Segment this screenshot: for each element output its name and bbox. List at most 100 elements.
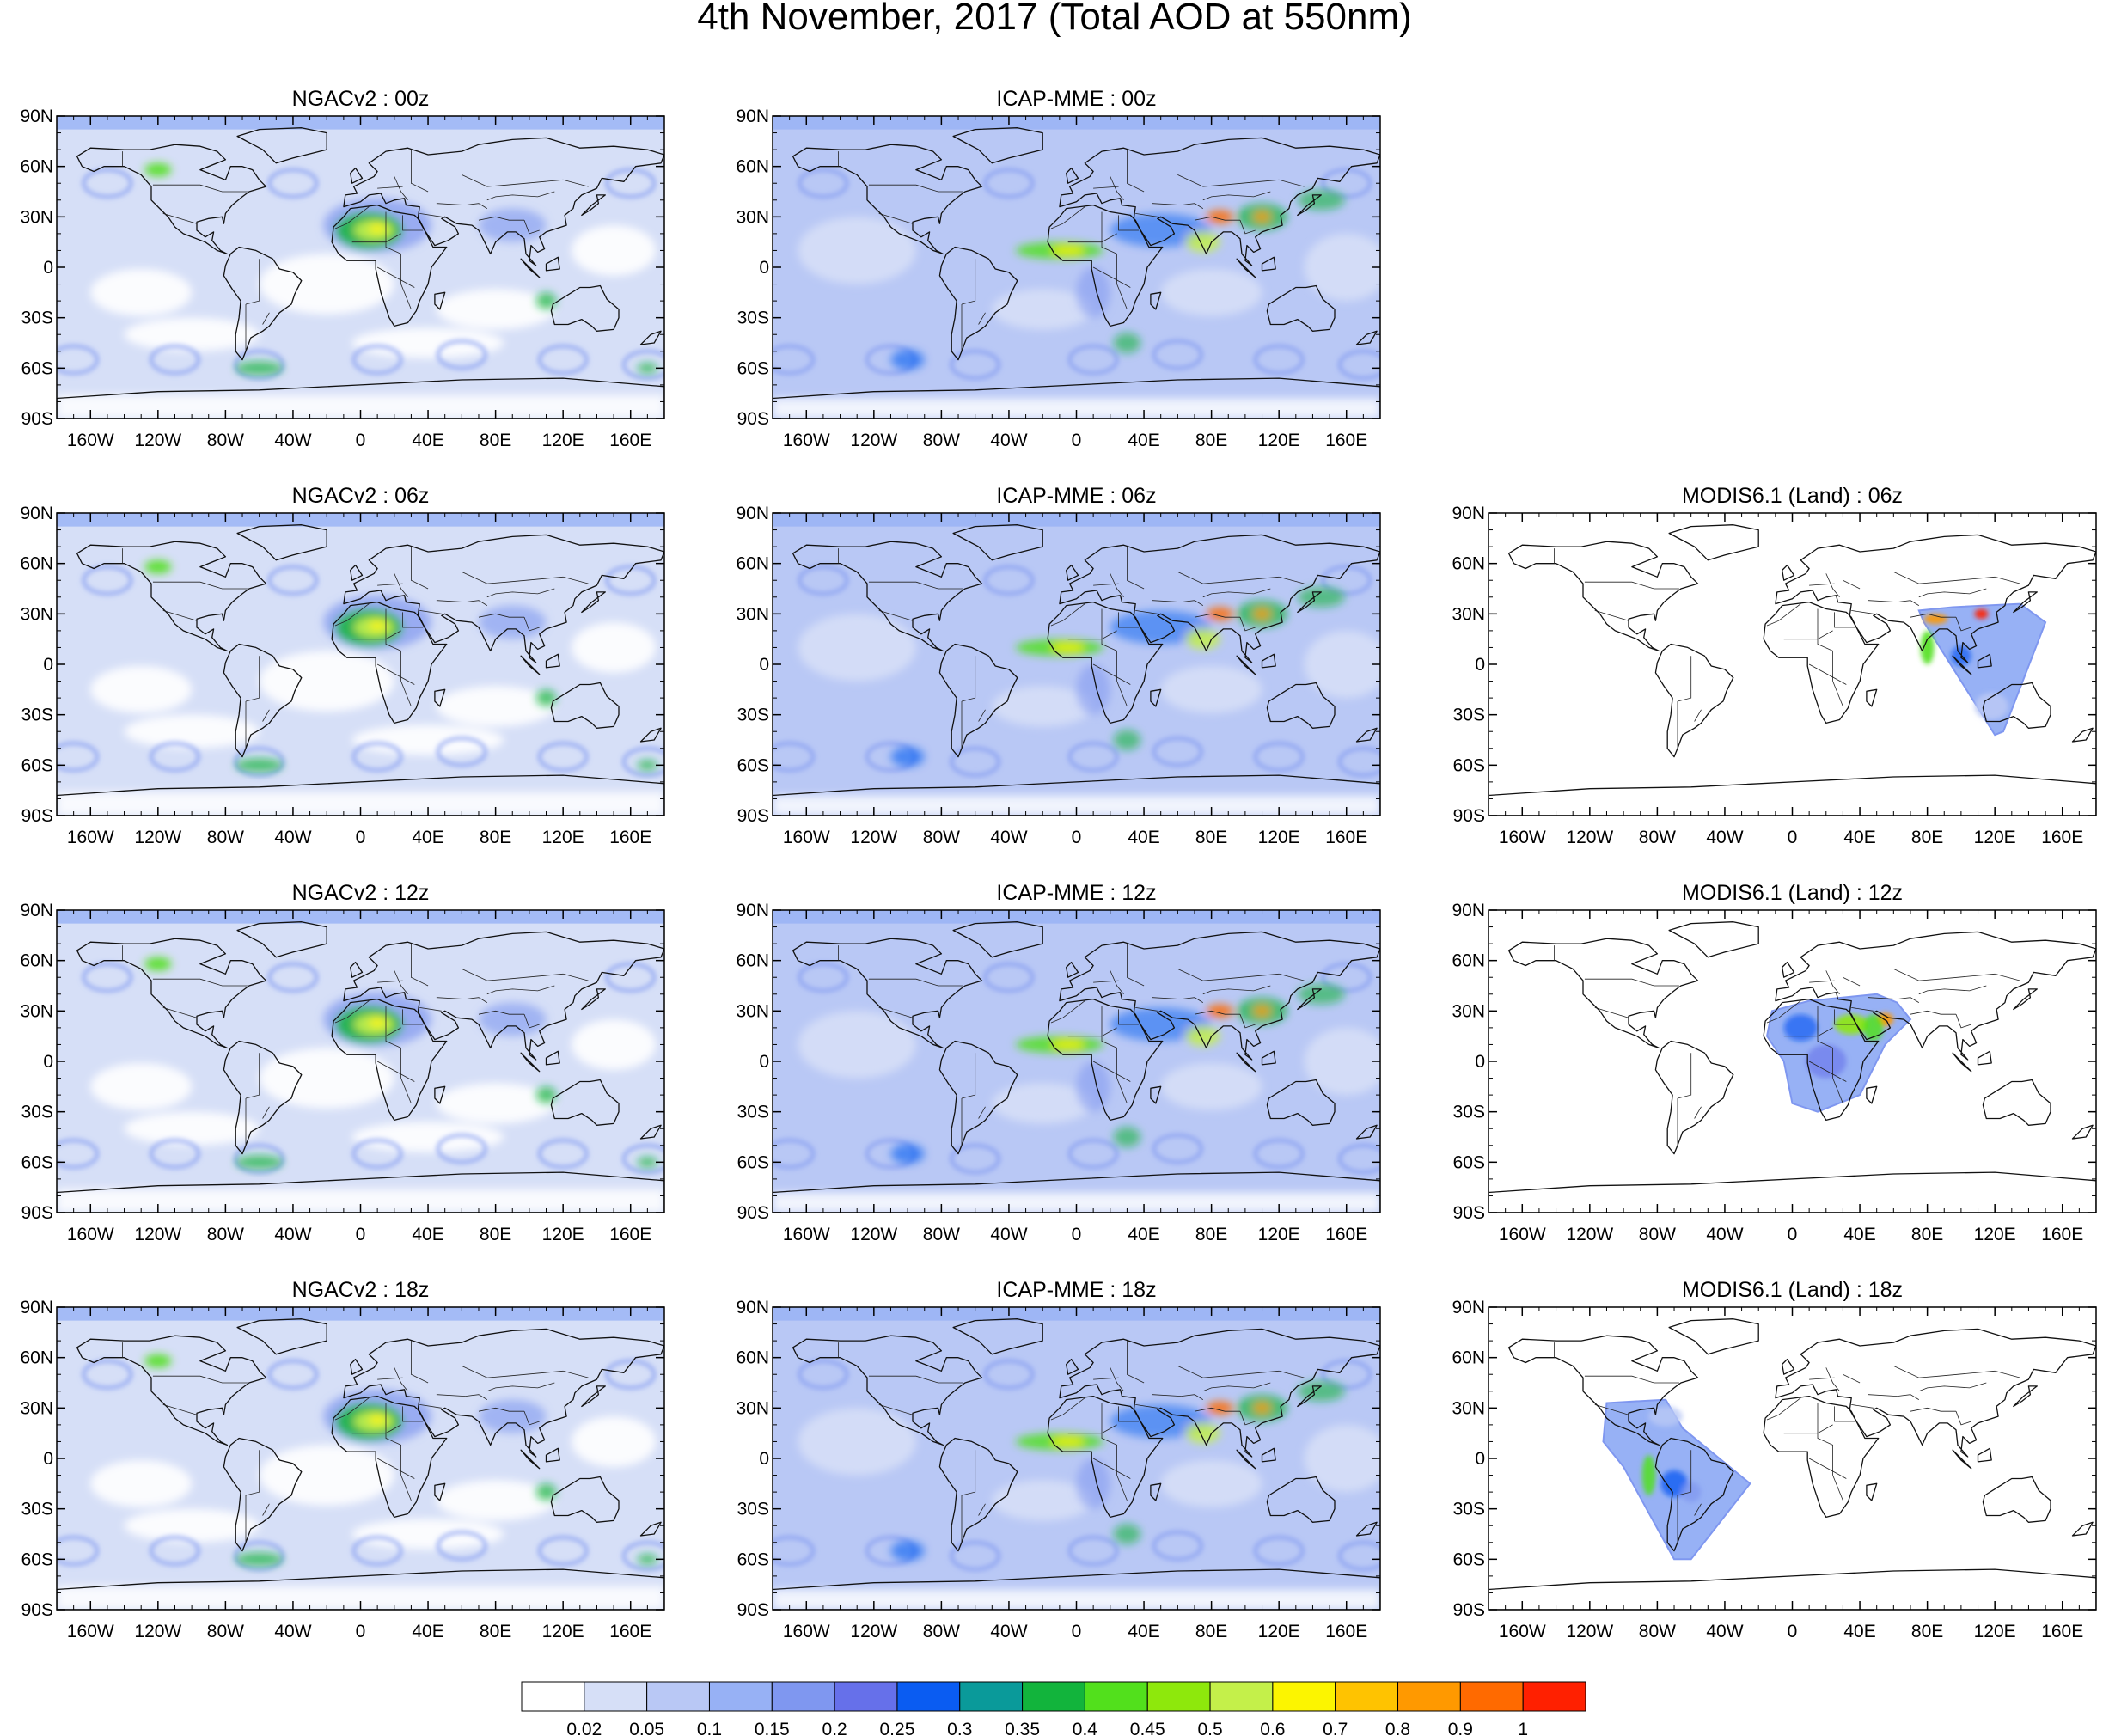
lat-tick-label: 90S [737, 409, 769, 429]
lat-tick-label: 0 [759, 1449, 769, 1469]
lat-tick-label: 60S [737, 358, 769, 378]
coastlines [57, 524, 664, 816]
lat-tick-label: 30S [21, 1103, 53, 1122]
map-panel: MODIS6.1 (Land) : 06z 160W 120W 80W 40W 0 40E 8… [1452, 484, 2097, 847]
lon-tick-label: 120E [542, 1225, 584, 1244]
lon-tick-label: 120E [1974, 1622, 2016, 1641]
lat-tick-label: 60N [736, 951, 769, 971]
coastlines [1489, 524, 2096, 816]
lon-tick-label: 40W [274, 828, 311, 847]
lon-tick-label: 80E [480, 1622, 511, 1641]
lon-tick-label: 160E [609, 431, 651, 450]
lat-tick-label: 90N [1452, 504, 1485, 523]
lon-tick-label: 120W [134, 431, 181, 450]
colorbar-swatch [1084, 1681, 1148, 1712]
lat-tick-label: 60N [20, 1348, 53, 1368]
lat-tick-label: 30S [737, 309, 769, 328]
lon-tick-label: 80E [480, 1225, 511, 1244]
aod-field [1489, 513, 2096, 816]
lon-tick-label: 160W [67, 1225, 114, 1244]
lat-tick-label: 90N [736, 107, 769, 126]
panel-title: MODIS6.1 (Land) : 06z [1682, 484, 1903, 508]
lon-tick-label: 120W [134, 828, 181, 847]
coastlines [773, 524, 1380, 816]
lon-tick-label: 40W [990, 1622, 1027, 1641]
lon-tick-label: 80W [207, 431, 244, 450]
lon-tick-label: 120W [134, 1622, 181, 1641]
lon-tick-label: 40E [412, 828, 443, 847]
panel-title: MODIS6.1 (Land) : 12z [1682, 881, 1903, 905]
lat-tick-label: 60S [737, 1550, 769, 1569]
lon-tick-label: 40E [1128, 1622, 1159, 1641]
lat-tick-label: 60S [1453, 1550, 1485, 1569]
lat-tick-label: 60S [1453, 755, 1485, 775]
lon-tick-label: 80W [207, 828, 244, 847]
lat-tick-label: 30S [737, 1500, 769, 1519]
lon-tick-label: 160W [1499, 828, 1546, 847]
lon-tick-label: 0 [1072, 828, 1082, 847]
map-panel: ICAP-MME : 06z 160W 120W 80W 40W 0 40E 80E 120E 1… [736, 484, 1381, 847]
colorbar-label: 0.7 [1323, 1720, 1348, 1736]
lat-tick-label: 60N [20, 157, 53, 177]
colorbar-label: 0.9 [1448, 1720, 1473, 1736]
lon-tick-label: 80E [1195, 1622, 1227, 1641]
colorbar-swatch [1209, 1681, 1274, 1712]
lat-tick-label: 90N [20, 107, 53, 126]
lat-tick-label: 60N [736, 554, 769, 574]
lon-tick-label: 40E [412, 431, 443, 450]
colorbar-swatch [646, 1681, 710, 1712]
map-panel: NGACv2 : 18z 160W 120W 80W 40W 0 40E 80E 120E 160… [20, 1278, 665, 1641]
lon-tick-label: 0 [1072, 431, 1082, 450]
lon-tick-label: 40E [1128, 1225, 1159, 1244]
lat-tick-label: 0 [43, 1052, 53, 1072]
colorbar-swatch [584, 1681, 648, 1712]
colorbar-label: 0.2 [822, 1720, 847, 1736]
lon-tick-label: 80E [480, 828, 511, 847]
aod-field [57, 513, 664, 816]
lat-tick-label: 0 [43, 655, 53, 675]
lon-tick-label: 80W [923, 1622, 960, 1641]
lat-tick-label: 60S [737, 755, 769, 775]
lat-tick-label: 60N [736, 157, 769, 177]
lat-tick-label: 30N [736, 207, 769, 227]
lon-tick-label: 160E [1325, 1225, 1367, 1244]
lat-tick-label: 0 [1475, 655, 1485, 675]
colorbar-swatch [771, 1681, 835, 1712]
lat-tick-label: 90N [20, 1298, 53, 1317]
lat-tick-label: 0 [759, 1052, 769, 1072]
colorbar-label: 0.1 [697, 1720, 722, 1736]
figure-title: 4th November, 2017 (Total AOD at 550nm) [697, 0, 1412, 38]
coastlines [57, 1318, 664, 1610]
lon-tick-label: 80W [923, 1225, 960, 1244]
lon-tick-label: 160E [609, 828, 651, 847]
lon-tick-label: 160W [783, 431, 830, 450]
lon-tick-label: 120W [850, 1622, 897, 1641]
aod-field [773, 910, 1380, 1213]
lat-tick-label: 0 [1475, 1449, 1485, 1469]
lon-tick-label: 40E [412, 1225, 443, 1244]
lat-tick-label: 60S [21, 358, 53, 378]
lon-tick-label: 120E [1974, 828, 2016, 847]
lat-tick-label: 60S [21, 1152, 53, 1172]
colorbar-label: 0.8 [1385, 1720, 1410, 1736]
lat-tick-label: 30S [737, 706, 769, 725]
colorbar-swatch [1335, 1681, 1399, 1712]
colorbar-label: 0.25 [880, 1720, 915, 1736]
lon-tick-label: 80W [923, 828, 960, 847]
lon-tick-label: 40W [990, 1225, 1027, 1244]
lon-tick-label: 0 [356, 431, 366, 450]
lat-tick-label: 60N [1452, 554, 1485, 574]
lat-tick-label: 90S [21, 409, 53, 429]
lat-tick-label: 30N [1452, 604, 1485, 624]
colorbar-swatch [1272, 1681, 1336, 1712]
lon-tick-label: 160E [609, 1622, 651, 1641]
lat-tick-label: 30N [20, 1001, 53, 1021]
lat-tick-label: 90N [736, 504, 769, 523]
aod-field [57, 116, 664, 419]
lat-tick-label: 90S [737, 806, 769, 826]
colorbar-swatch [1022, 1681, 1085, 1712]
lon-tick-label: 80E [1195, 1225, 1227, 1244]
colorbar-swatch [1522, 1681, 1586, 1712]
lon-tick-label: 80E [1911, 828, 1943, 847]
